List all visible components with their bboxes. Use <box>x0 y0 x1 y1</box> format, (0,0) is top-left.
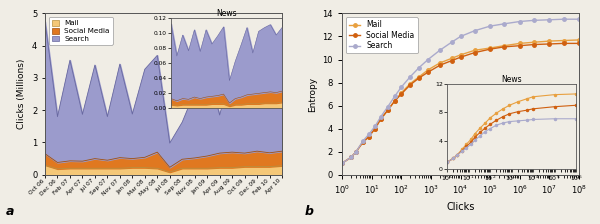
Mail <box>415 75 422 78</box>
Social Media <box>359 141 367 144</box>
Social Media <box>471 51 478 54</box>
Legend: Mail, Social Media, Search: Mail, Social Media, Search <box>346 17 418 54</box>
Search <box>347 156 355 159</box>
X-axis label: Clicks: Clicks <box>446 202 475 212</box>
Social Media <box>575 42 583 45</box>
Mail <box>365 135 373 138</box>
Social Media <box>546 43 553 45</box>
Search <box>448 41 455 44</box>
Search <box>384 106 391 108</box>
Search <box>575 18 583 21</box>
Mail <box>338 162 346 165</box>
Social Media <box>398 93 405 95</box>
Social Media <box>391 100 398 102</box>
Mail <box>448 57 455 60</box>
Search <box>424 58 431 61</box>
Title: News: News <box>216 9 237 18</box>
Search <box>516 20 523 23</box>
Mail <box>530 41 538 44</box>
Social Media <box>407 84 414 86</box>
Mail <box>407 82 414 85</box>
Search <box>457 35 464 38</box>
Mail <box>487 47 494 49</box>
Social Media <box>424 71 431 73</box>
Search <box>471 29 478 32</box>
Search <box>371 125 379 128</box>
Mail <box>471 49 478 52</box>
Mail <box>575 39 583 41</box>
Legend: Mail, Social Media, Search: Mail, Social Media, Search <box>49 17 113 45</box>
Search <box>377 116 384 118</box>
Search <box>353 150 360 153</box>
Social Media <box>347 156 355 159</box>
Text: b: b <box>305 205 314 218</box>
Line: Social Media: Social Media <box>340 42 581 165</box>
Mail <box>560 39 567 42</box>
Search <box>546 18 553 21</box>
Search <box>398 86 405 88</box>
Line: Search: Search <box>340 17 581 165</box>
Social Media <box>560 42 567 45</box>
Mail <box>457 54 464 56</box>
Mail <box>516 42 523 45</box>
Social Media <box>338 162 346 165</box>
Y-axis label: Entropy: Entropy <box>308 77 317 112</box>
Search <box>415 66 422 69</box>
Search <box>487 25 494 28</box>
Social Media <box>516 44 523 47</box>
Mail <box>359 141 367 144</box>
Social Media <box>384 109 391 112</box>
Social Media <box>500 45 508 48</box>
Social Media <box>457 56 464 58</box>
Search <box>365 133 373 136</box>
Search <box>436 49 443 52</box>
Search <box>530 19 538 22</box>
Y-axis label: Clicks (Millions): Clicks (Millions) <box>17 59 26 129</box>
Mail <box>546 40 553 42</box>
Text: a: a <box>6 205 14 218</box>
Mail <box>436 62 443 64</box>
Mail <box>347 156 355 159</box>
Search <box>391 95 398 98</box>
Social Media <box>371 127 379 130</box>
Mail <box>398 92 405 94</box>
Mail <box>371 127 379 130</box>
Line: Mail: Mail <box>340 38 581 165</box>
Social Media <box>377 118 384 121</box>
Search <box>338 162 346 165</box>
Mail <box>500 44 508 47</box>
Mail <box>391 100 398 102</box>
Search <box>560 18 567 21</box>
Social Media <box>365 135 373 138</box>
Social Media <box>448 59 455 62</box>
Search <box>359 140 367 143</box>
Social Media <box>530 43 538 46</box>
Social Media <box>436 64 443 67</box>
Mail <box>384 109 391 112</box>
Mail <box>377 118 384 121</box>
Social Media <box>487 48 494 50</box>
Social Media <box>415 77 422 79</box>
Mail <box>353 150 360 153</box>
Social Media <box>353 150 360 153</box>
Search <box>500 22 508 25</box>
Mail <box>424 69 431 71</box>
Search <box>407 75 414 78</box>
Title: News: News <box>501 75 522 84</box>
